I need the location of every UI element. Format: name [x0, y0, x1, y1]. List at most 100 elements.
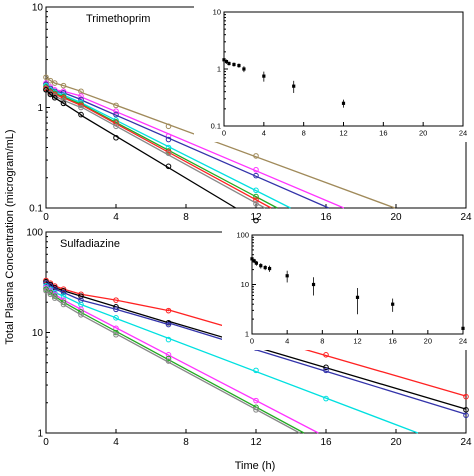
x-axis-label: Time (h) — [235, 460, 276, 472]
sulfadiazine-inset-marker — [254, 261, 258, 265]
sulfadiazine-inset-marker — [263, 265, 267, 270]
sulfadiazine-data-point — [165, 355, 172, 362]
sulfadiazine-data-point — [463, 407, 469, 413]
trimethoprim-data-point — [60, 82, 67, 89]
trimethoprim-x-tick-label: 20 — [390, 212, 402, 223]
sulfadiazine-inset-y-tick-label: 100 — [236, 231, 249, 240]
trimethoprim-data-point — [253, 193, 259, 200]
trimethoprim-inset-marker — [222, 58, 226, 62]
trimethoprim-inset-marker — [292, 84, 296, 88]
sulfadiazine-x-tick-label: 0 — [43, 437, 49, 448]
sulfadiazine-inset-y-tick-label: 10 — [241, 280, 249, 289]
trimethoprim-inset-marker — [224, 59, 229, 64]
trimethoprim-inset-y-tick-label: 10 — [213, 8, 221, 17]
sulfadiazine-inset: 0 4 8 12 16 20 24 1 10 100 — [222, 229, 473, 350]
sulfadiazine-inset-marker — [252, 259, 256, 263]
sulfadiazine-inset-x-tick-label: 12 — [353, 337, 361, 346]
trimethoprim-x-tick-label: 0 — [43, 212, 49, 223]
sulfadiazine-inset-x-tick-label: 16 — [388, 337, 396, 346]
sulfadiazine-panel: Sulfadiazine 0 4 8 12 16 20 24 1 10 100 0 4 8 12 16 20 2… — [26, 227, 473, 448]
sulfadiazine-inset-marker — [311, 282, 316, 287]
sulfadiazine-data-point — [113, 297, 119, 303]
sulfadiazine-data-point — [113, 306, 119, 313]
sulfadiazine-data-point — [253, 407, 259, 413]
trimethoprim-data-point — [253, 166, 259, 173]
sulfadiazine-data-point — [60, 293, 67, 299]
sulfadiazine-inset-x-tick-label: 24 — [459, 337, 467, 346]
sulfadiazine-inset-marker — [250, 257, 254, 261]
trimethoprim-model-line — [45, 89, 266, 209]
trimethoprim-data-point — [165, 123, 172, 130]
sulfadiazine-data-point — [463, 393, 469, 400]
sulfadiazine-inset-marker — [355, 295, 360, 299]
trimethoprim-data-point — [51, 94, 58, 101]
trimethoprim-inset-x-tick-label: 0 — [222, 129, 226, 138]
sulfadiazine-data-point — [60, 289, 67, 296]
sulfadiazine-y-tick-label: 1 — [37, 428, 43, 439]
trimethoprim-inset-marker — [341, 101, 346, 105]
trimethoprim-data-point — [253, 217, 259, 224]
trimethoprim-inset-y-tick-label: 0.1 — [211, 122, 221, 131]
sulfadiazine-inset-marker — [267, 266, 272, 271]
sulfadiazine-data-point — [323, 364, 329, 371]
trimethoprim-inset-x-tick-label: 20 — [419, 129, 427, 138]
sulfadiazine-data-point — [43, 287, 49, 294]
sulfadiazine-data-point — [253, 367, 259, 374]
trimethoprim-data-point — [47, 77, 54, 84]
trimethoprim-inset-marker — [242, 67, 246, 71]
trimethoprim-inset-x-tick-label: 24 — [459, 129, 467, 138]
trimethoprim-series-0 — [43, 74, 396, 209]
sulfadiazine-x-tick-label: 8 — [183, 437, 189, 448]
sulfadiazine-x-tick-label: 20 — [390, 437, 402, 448]
trimethoprim-data-point — [43, 87, 49, 93]
trimethoprim-series-6 — [43, 87, 266, 209]
trimethoprim-inset-x-tick-label: 4 — [262, 129, 266, 138]
trimethoprim-data-point — [113, 108, 119, 114]
trimethoprim-inset-x-tick-label: 8 — [302, 129, 306, 138]
trimethoprim-inset-background — [194, 6, 473, 142]
trimethoprim-inset-x-tick-label: 12 — [339, 129, 347, 138]
sulfadiazine-x-tick-label: 4 — [113, 437, 119, 448]
trimethoprim-x-tick-label: 4 — [113, 212, 119, 223]
sulfadiazine-model-line — [45, 290, 300, 434]
trimethoprim-series-7 — [43, 87, 259, 224]
sulfadiazine-data-point — [323, 367, 329, 374]
sulfadiazine-y-tick-label: 100 — [26, 227, 43, 238]
trimethoprim-data-point — [78, 93, 84, 99]
sulfadiazine-y-tick-label: 10 — [32, 328, 44, 339]
trimethoprim-data-point — [113, 123, 119, 130]
sulfadiazine-inset-marker — [259, 264, 263, 268]
sulfadiazine-inset-marker — [461, 326, 465, 330]
sulfadiazine-data-point — [323, 351, 329, 358]
sulfadiazine-inset-x-tick-label: 8 — [320, 337, 324, 346]
trimethoprim-y-tick-label: 0.1 — [29, 203, 43, 214]
sulfadiazine-model-line — [45, 285, 419, 434]
trimethoprim-panel: Trimethoprim 0 4 8 12 16 20 24 0.1 1 10 0 4 8 12 16 20 2… — [29, 2, 473, 224]
trimethoprim-inset-marker — [232, 62, 236, 67]
sulfadiazine-data-point — [165, 336, 172, 343]
sulfadiazine-data-point — [78, 293, 84, 299]
sulfadiazine-data-point — [78, 312, 84, 318]
sulfadiazine-data-point — [165, 307, 172, 314]
sulfadiazine-data-point — [47, 291, 54, 298]
trimethoprim-x-tick-label: 24 — [460, 212, 472, 223]
trimethoprim-data-point — [113, 111, 119, 118]
sulfadiazine-x-tick-label: 12 — [250, 437, 262, 448]
sulfadiazine-x-tick-label: 16 — [320, 437, 332, 448]
trimethoprim-data-point — [165, 150, 172, 157]
trimethoprim-x-tick-label: 16 — [320, 212, 332, 223]
sulfadiazine-inset-y-tick-label: 1 — [245, 330, 249, 339]
trimethoprim-data-point — [60, 100, 67, 107]
sulfadiazine-series-6 — [43, 287, 300, 434]
sulfadiazine-inset-marker — [391, 302, 395, 306]
sulfadiazine-data-point — [463, 412, 469, 419]
trimethoprim-data-point — [43, 74, 49, 81]
trimethoprim-data-point — [253, 172, 259, 179]
trimethoprim-data-point — [253, 201, 259, 207]
trimethoprim-y-tick-label: 1 — [37, 103, 43, 114]
sulfadiazine-data-point — [113, 315, 119, 321]
trimethoprim-x-tick-label: 12 — [250, 212, 262, 223]
trimethoprim-y-tick-label: 10 — [32, 2, 44, 13]
trimethoprim-data-point — [47, 91, 54, 98]
